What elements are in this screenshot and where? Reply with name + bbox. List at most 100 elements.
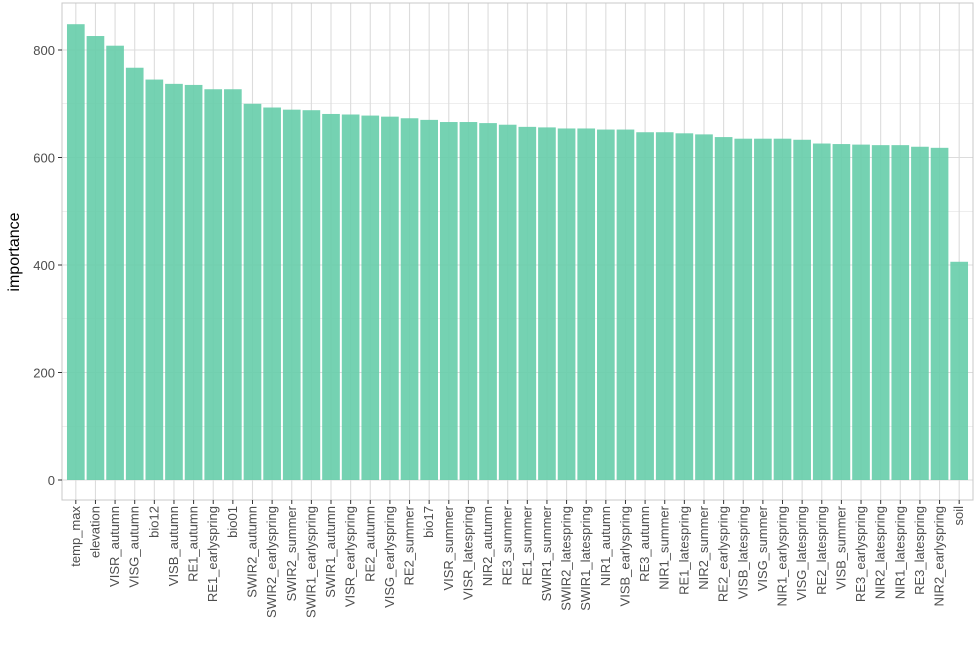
bar-NIR1_autumn [597, 129, 615, 481]
x-tick-label: RE2_summer [402, 505, 417, 585]
x-tick-label: RE2_latespring [814, 506, 829, 595]
x-tick-label: NIR2_latespring [873, 506, 888, 599]
bar-elevation [86, 36, 105, 481]
bar-NIR2_summer [695, 134, 713, 480]
bar-SWIR2_earlyspring [263, 107, 281, 480]
x-tick-label: RE3_summer [500, 505, 515, 585]
x-tick-label: elevation [87, 506, 102, 558]
bar-RE2_latespring [812, 143, 831, 480]
bar-RE1_autumn [184, 84, 203, 480]
y-tick-label: 400 [33, 258, 55, 273]
bar-bio17 [420, 119, 438, 480]
y-tick-label: 0 [48, 473, 55, 488]
x-tick-label: VISG_earlyspring [382, 506, 397, 608]
x-tick-label: SWIR1_summer [539, 505, 554, 601]
x-tick-label: bio12 [146, 506, 161, 538]
bar-RE3_latespring [911, 146, 929, 480]
x-tick-label: temp_max [68, 506, 83, 567]
bar-SWIR1_latespring [577, 128, 596, 480]
bar-SWIR2_autumn [243, 103, 262, 480]
x-tick-label: RE2_autumn [362, 506, 377, 582]
bar-RE1_earlyspring [204, 89, 223, 481]
x-tick-label: VISR_summer [441, 505, 456, 590]
bar-VISB_autumn [165, 83, 183, 481]
bar-VISG_earlyspring [381, 116, 399, 481]
x-tick-label: SWIR2_latespring [559, 506, 574, 611]
x-tick-label: SWIR2_earlyspring [264, 506, 279, 618]
bar-soil [950, 261, 969, 480]
x-tick-label: VISR_latespring [460, 506, 475, 600]
bar-VISR_summer [439, 122, 458, 481]
bar-NIR2_latespring [871, 145, 890, 480]
bar-VISG_summer [754, 138, 772, 480]
bar-bio01 [224, 89, 242, 481]
bar-VISR_autumn [106, 45, 124, 480]
bar-SWIR1_summer [538, 127, 556, 481]
x-tick-label: VISG_latespring [794, 506, 809, 601]
x-tick-label: RE2_earlyspring [716, 506, 731, 602]
x-tick-label: RE1_latespring [676, 506, 691, 595]
x-tick-label: NIR1_autumn [598, 506, 613, 586]
x-tick-label: RE3_earlyspring [853, 506, 868, 602]
x-tick-label: RE3_autumn [637, 506, 652, 582]
x-tick-label: SWIR1_latespring [578, 506, 593, 611]
x-tick-label: VISG_autumn [127, 506, 142, 588]
x-tick-label: RE1_summer [519, 505, 534, 585]
bar-RE2_autumn [361, 115, 380, 480]
x-tick-label: NIR1_summer [657, 505, 672, 589]
x-tick-label: NIR1_earlyspring [775, 506, 790, 606]
bar-SWIR1_autumn [322, 113, 340, 481]
y-tick-label: 600 [33, 151, 55, 166]
x-tick-label: NIR2_summer [696, 505, 711, 589]
bar-SWIR2_summer [282, 109, 301, 480]
x-tick-label: VISB_latespring [735, 506, 750, 599]
bar-NIR1_earlyspring [773, 138, 792, 480]
bar-VISR_earlyspring [341, 114, 360, 480]
bar-VISR_latespring [459, 122, 478, 481]
x-tick-label: SWIR2_summer [284, 505, 299, 601]
bar-VISB_earlyspring [616, 129, 635, 481]
x-tick-label: NIR2_earlyspring [932, 506, 947, 606]
x-tick-label: soil [951, 506, 966, 526]
y-tick-label: 800 [33, 43, 55, 58]
y-axis: 0 200 400 600 800 [33, 43, 62, 488]
bar-NIR2_autumn [479, 123, 497, 480]
bar-temp_max [66, 24, 85, 480]
bar-VISB_summer [832, 144, 851, 480]
x-tick-label: SWIR2_autumn [244, 506, 259, 598]
x-tick-label: NIR2_autumn [480, 506, 495, 586]
bar-VISG_latespring [793, 139, 811, 480]
x-tick-label: RE3_latespring [912, 506, 927, 595]
bar-layer [66, 24, 969, 481]
x-tick-label: SWIR1_autumn [323, 506, 338, 598]
bar-NIR1_latespring [891, 145, 910, 480]
bar-RE1_latespring [675, 133, 694, 480]
bar-RE2_summer [400, 118, 419, 480]
bar-SWIR1_earlyspring [302, 110, 321, 480]
bar-VISB_latespring [734, 138, 753, 480]
bar-RE2_earlyspring [714, 137, 733, 480]
x-tick-label: VISR_autumn [107, 506, 122, 587]
x-tick-label: VISR_earlyspring [343, 506, 358, 607]
x-tick-label: RE1_earlyspring [205, 506, 220, 602]
y-tick-label: 200 [33, 366, 55, 381]
bar-bio12 [145, 79, 164, 480]
bar-NIR2_earlyspring [930, 147, 949, 480]
x-tick-label: VISG_summer [755, 505, 770, 591]
x-tick-label: bio17 [421, 506, 436, 538]
y-axis-title: importance [6, 212, 23, 291]
x-tick-label: RE1_autumn [186, 506, 201, 582]
x-tick-label: VISB_summer [833, 505, 848, 589]
bar-RE3_earlyspring [852, 144, 870, 480]
x-tick-label: SWIR1_earlyspring [303, 506, 318, 618]
bar-VISG_autumn [125, 67, 144, 481]
panel-border [61, 2, 974, 501]
x-tick-label: VISB_autumn [166, 506, 181, 586]
bar-RE3_autumn [636, 132, 654, 481]
x-tick-label: NIR1_latespring [892, 506, 907, 599]
x-axis: temp_max elevation VISR_autumn VISG_autumn b… [68, 500, 966, 618]
bar-RE3_summer [498, 124, 517, 481]
bar-SWIR2_latespring [557, 128, 576, 480]
